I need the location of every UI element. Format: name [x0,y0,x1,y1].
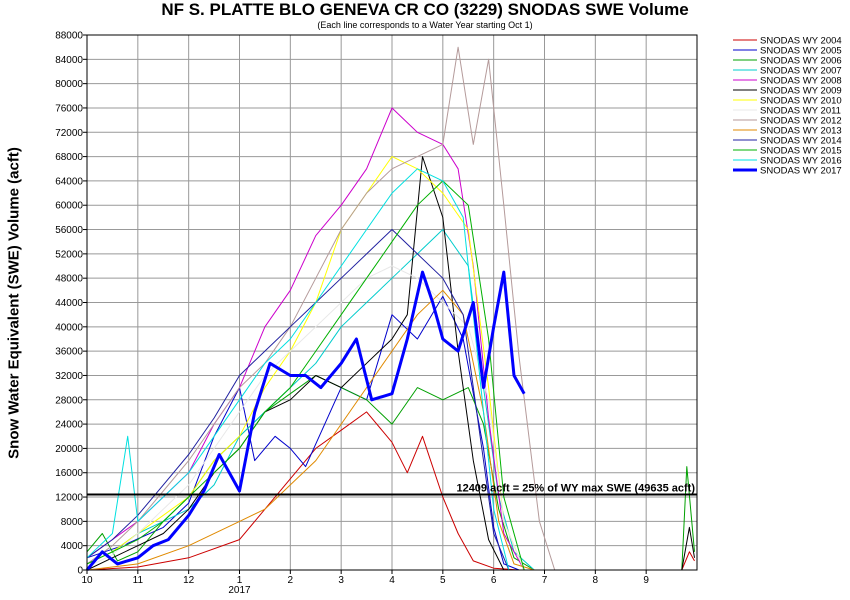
y-tick-label: 64000 [55,176,83,187]
y-tick-label: 80000 [55,79,83,90]
series-line-snodas-wy-2006 [86,375,695,571]
chart-title: NF S. PLATTE BLO GENEVA CR CO (3229) SNO… [161,0,689,19]
y-tick-label: 76000 [55,103,83,114]
y-tick-label: 0 [77,566,83,577]
legend-label: SNODAS WY 2014 [760,136,842,147]
x-tick-label: 6 [491,575,497,586]
legend-label: SNODAS WY 2004 [760,36,842,47]
x-tick-label: 7 [542,575,548,586]
x-tick-label: 11 [133,575,144,586]
y-tick-label: 48000 [55,274,83,285]
y-tick-label: 40000 [55,322,83,333]
legend-label: SNODAS WY 2017 [760,166,842,177]
x-tick-label: 5 [440,575,446,586]
y-tick-label: 56000 [55,225,83,236]
y-tick-label: 12000 [55,493,83,504]
y-tick-label: 68000 [55,152,83,163]
x-tick-label: 10 [81,575,93,586]
y-tick-label: 60000 [55,201,83,212]
y-axis: 0 4000 8000 12000 16000 20000 24000 28000 32000 3… [55,31,87,577]
legend-label: SNODAS WY 2013 [760,126,842,137]
year-label: 2017 [228,585,251,596]
legend-label: SNODAS WY 2016 [760,156,842,167]
y-tick-label: 8000 [61,517,84,528]
series-line-snodas-wy-2014 [86,229,697,571]
x-tick-label: 3 [338,575,344,586]
y-tick-label: 36000 [55,347,83,358]
chart-subtitle: (Each line corresponds to a Water Year s… [317,20,533,30]
y-tick-label: 32000 [55,371,83,382]
y-tick-label: 84000 [55,55,83,66]
y-tick-label: 16000 [55,468,83,479]
series-line-snodas-wy-2010 [86,156,697,571]
legend-label: SNODAS WY 2007 [760,66,842,77]
x-tick-label: 2 [288,575,294,586]
y-tick-label: 28000 [55,395,83,406]
y-tick-label: 52000 [55,249,83,260]
y-tick-label: 4000 [61,541,84,552]
y-tick-label: 72000 [55,128,83,139]
legend-label: SNODAS WY 2015 [760,146,842,157]
series-line-snodas-wy-2011 [86,265,697,571]
reference-line-group: 12409 acft = 25% of WY max SWE (49635 ac… [87,483,697,496]
x-tick-label: 4 [389,575,395,586]
series-line-snodas-wy-2013 [86,289,697,571]
series-line-snodas-wy-2017 [85,270,526,571]
legend-label: SNODAS WY 2008 [760,76,842,87]
legend-label: SNODAS WY 2005 [760,46,842,57]
legend-label: SNODAS WY 2009 [760,86,842,97]
y-tick-label: 20000 [55,444,83,455]
x-tick-label: 1 [237,575,243,586]
series-line-snodas-wy-2015 [86,180,697,571]
legend-label: SNODAS WY 2010 [760,96,842,107]
y-tick-label: 44000 [55,298,83,309]
series-line-snodas-wy-2007 [86,229,697,571]
legend-label: SNODAS WY 2006 [760,56,842,67]
legend-label: SNODAS WY 2012 [760,116,842,127]
legend-label: SNODAS WY 2011 [760,106,841,117]
x-tick-label: 12 [183,575,195,586]
x-tick-label: 8 [593,575,599,586]
series-line-snodas-wy-2009 [86,156,695,571]
y-tick-label: 24000 [55,420,83,431]
y-tick-label: 88000 [55,31,83,42]
series-line-snodas-wy-2012 [86,46,697,571]
reference-line-label: 12409 acft = 25% of WY max SWE (49635 ac… [456,483,695,495]
x-tick-label: 9 [643,575,649,586]
